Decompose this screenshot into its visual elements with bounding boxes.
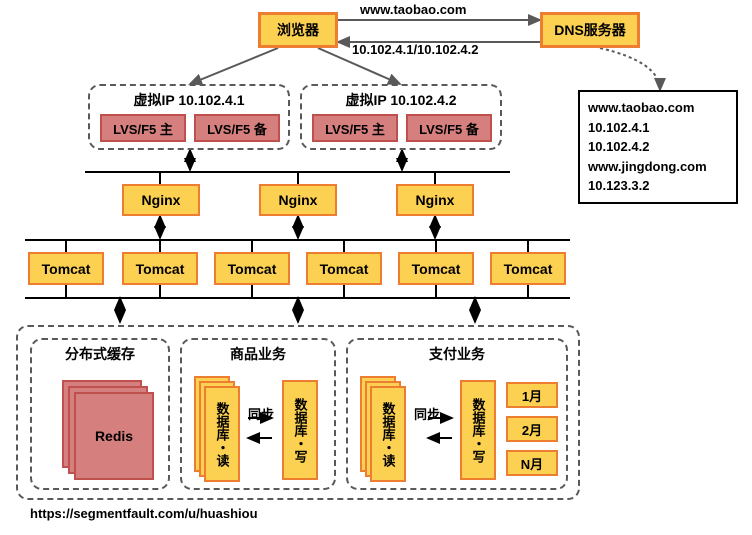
tomcat-1: Tomcat xyxy=(28,252,104,285)
product-db-read-label: 数据库・读 xyxy=(216,402,229,467)
payment-db-write-label: 数据库・写 xyxy=(472,398,485,463)
redis-label: Redis xyxy=(95,428,133,444)
tomcat-label: Tomcat xyxy=(504,261,553,277)
nginx-2: Nginx xyxy=(259,184,337,216)
payment-db-read-label: 数据库・读 xyxy=(382,402,395,467)
tomcat-4: Tomcat xyxy=(306,252,382,285)
tomcat-3: Tomcat xyxy=(214,252,290,285)
vip-title-1: 虚拟IP 10.102.4.1 xyxy=(90,90,288,110)
tomcat-label: Tomcat xyxy=(228,261,277,277)
cache-box: 分布式缓存 Redis xyxy=(30,338,170,490)
dns-query-label: www.taobao.com xyxy=(360,2,466,17)
shard-1: 1月 xyxy=(506,382,558,408)
nginx-3-label: Nginx xyxy=(416,192,455,208)
product-db-read: 数据库・读 xyxy=(194,376,242,482)
browser-node: 浏览器 xyxy=(258,12,338,48)
shard-1-label: 1月 xyxy=(522,386,542,405)
nginx-1: Nginx xyxy=(122,184,200,216)
tomcat-label: Tomcat xyxy=(412,261,461,277)
vip-title-2: 虚拟IP 10.102.4.2 xyxy=(302,90,500,110)
shard-n-label: N月 xyxy=(521,454,543,473)
footer-url: https://segmentfault.com/u/huashiou xyxy=(30,506,258,521)
product-db-write: 数据库・写 xyxy=(282,380,318,480)
dns-records-box: www.taobao.com 10.102.4.1 10.102.4.2 www… xyxy=(578,90,738,204)
tomcat-label: Tomcat xyxy=(136,261,185,277)
payment-db-write: 数据库・写 xyxy=(460,380,496,480)
dns-record: www.taobao.com xyxy=(588,98,728,118)
shard-n: N月 xyxy=(506,450,558,476)
lvs-backup-2-label: LVS/F5 备 xyxy=(419,119,479,138)
lvs-backup-1-label: LVS/F5 备 xyxy=(207,119,267,138)
dns-response-label: 10.102.4.1/10.102.4.2 xyxy=(352,42,479,57)
product-box: 商品业务 数据库・读 同步 数据库・写 xyxy=(180,338,336,490)
tomcat-5: Tomcat xyxy=(398,252,474,285)
lvs-primary-1: LVS/F5 主 xyxy=(100,114,186,142)
redis-stack: Redis xyxy=(62,380,150,478)
lvs-primary-1-label: LVS/F5 主 xyxy=(113,119,173,138)
dns-record: 10.102.4.2 xyxy=(588,137,728,157)
nginx-1-label: Nginx xyxy=(142,192,181,208)
dns-record: 10.102.4.1 xyxy=(588,118,728,138)
vip-box-1: 虚拟IP 10.102.4.1 LVS/F5 主 LVS/F5 备 xyxy=(88,84,290,150)
product-db-write-label: 数据库・写 xyxy=(294,398,307,463)
dns-record: www.jingdong.com xyxy=(588,157,728,177)
tomcat-6: Tomcat xyxy=(490,252,566,285)
nginx-2-label: Nginx xyxy=(279,192,318,208)
tomcat-label: Tomcat xyxy=(42,261,91,277)
nginx-3: Nginx xyxy=(396,184,474,216)
lvs-backup-2: LVS/F5 备 xyxy=(406,114,492,142)
product-title: 商品业务 xyxy=(182,344,334,364)
tomcat-2: Tomcat xyxy=(122,252,198,285)
dns-server-node: DNS服务器 xyxy=(540,12,640,48)
lvs-primary-2-label: LVS/F5 主 xyxy=(325,119,385,138)
vip-box-2: 虚拟IP 10.102.4.2 LVS/F5 主 LVS/F5 备 xyxy=(300,84,502,150)
payment-db-read: 数据库・读 xyxy=(360,376,408,482)
shard-2: 2月 xyxy=(506,416,558,442)
dns-record: 10.123.3.2 xyxy=(588,176,728,196)
dns-server-label: DNS服务器 xyxy=(554,20,626,40)
browser-label: 浏览器 xyxy=(277,20,319,40)
payment-sync: 同步 xyxy=(414,404,440,423)
tomcat-label: Tomcat xyxy=(320,261,369,277)
product-sync: 同步 xyxy=(248,404,274,423)
payment-title: 支付业务 xyxy=(348,344,566,364)
lvs-primary-2: LVS/F5 主 xyxy=(312,114,398,142)
payment-box: 支付业务 数据库・读 同步 数据库・写 1月 2月 N月 xyxy=(346,338,568,490)
lvs-backup-1: LVS/F5 备 xyxy=(194,114,280,142)
cache-title: 分布式缓存 xyxy=(32,344,168,364)
shard-2-label: 2月 xyxy=(522,420,542,439)
